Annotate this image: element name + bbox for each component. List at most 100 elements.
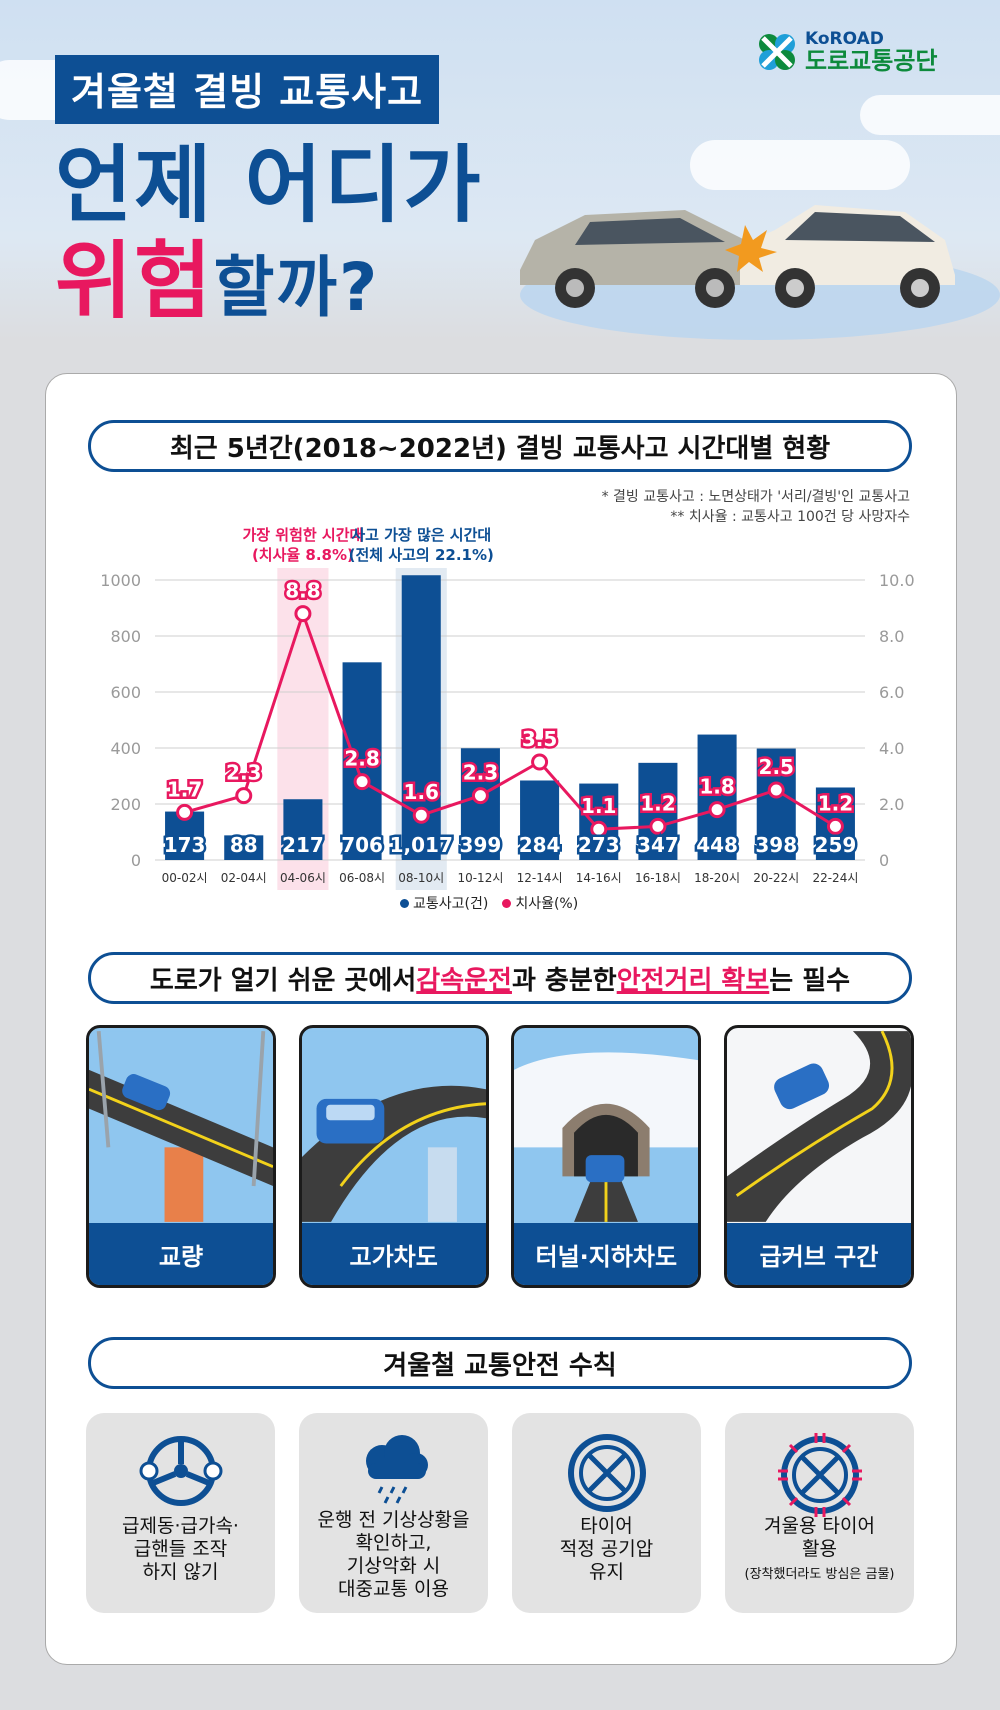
fatality-point xyxy=(826,817,844,835)
fatality-label: 1.2 xyxy=(640,791,675,815)
tile-bridge: 교량 xyxy=(86,1025,276,1288)
bar xyxy=(224,835,264,860)
page-title-line2: 위험할까? xyxy=(55,214,379,335)
section-heading-chart: 최근 5년간(2018~2022년) 결빙 교통사고 시간대별 현황 xyxy=(88,420,912,472)
fatality-label: 3.5 xyxy=(522,727,557,751)
x-tick: 04-06시 xyxy=(280,871,326,885)
logo-english: KoROAD xyxy=(805,29,884,49)
bar xyxy=(756,748,796,860)
fatality-label: 1.2 xyxy=(818,791,853,815)
bar xyxy=(638,762,678,860)
fatality-label: 2.3 xyxy=(226,761,261,785)
x-tick: 08-10시 xyxy=(398,871,444,885)
fatality-point xyxy=(531,753,549,771)
y-tick-left: 1000 xyxy=(100,571,141,590)
heading-text: 는 필수 xyxy=(769,965,851,996)
x-tick: 10-12시 xyxy=(457,871,503,885)
title-suffix: 할까? xyxy=(213,249,380,326)
hero-banner: 겨울철 결빙 교통사고 언제 어디가 위험할까? KoROAD 도로교통공단 xyxy=(0,0,1000,340)
section-heading-places: 도로가 얼기 쉬운 곳에서 감속운전 과 충분한 안전거리 확보 는 필수 xyxy=(88,952,912,1004)
bar-value-label: 273 xyxy=(578,833,620,857)
x-tick: 00-02시 xyxy=(162,871,208,885)
rule-line: 활용 xyxy=(802,1538,837,1560)
kicker-label: 겨울철 결빙 교통사고 xyxy=(55,55,440,124)
fatality-line xyxy=(184,608,837,831)
tile-overpass: 고가차도 xyxy=(298,1025,489,1288)
koroad-logo: KoROAD 도로교통공단 xyxy=(755,30,937,74)
fatality-label: 8.8 xyxy=(285,579,320,603)
rule-line: 겨울용 타이어 xyxy=(764,1515,875,1537)
tire-icon xyxy=(567,1434,646,1512)
bar-value-label: 347 xyxy=(637,833,679,857)
bar-value-label: 398 xyxy=(755,833,797,857)
y-tick-right: 6.0 xyxy=(879,683,904,702)
bar xyxy=(520,780,560,860)
cloud xyxy=(860,95,1000,135)
footnote-2: ** 치사율 : 교통사고 100건 당 사망자수 xyxy=(670,509,910,525)
bar-value-label: 173 xyxy=(164,833,206,857)
rule-line: 적정 공기압 xyxy=(559,1538,654,1560)
legend-label: 교통사고(건) xyxy=(413,896,489,912)
x-tick: 14-16시 xyxy=(576,871,622,885)
heading-emphasis: 감속운전 xyxy=(416,965,512,996)
rule-line: 운행 전 기상상황을 xyxy=(317,1509,470,1531)
bar-value-label: 259 xyxy=(815,833,857,857)
curve-illustration xyxy=(726,1030,911,1222)
y-tick-right: 2.0 xyxy=(879,795,904,814)
tile-tunnel: 터널·지하차도 xyxy=(511,1025,702,1288)
y-tick-right: 8.0 xyxy=(879,627,904,646)
fatality-point xyxy=(767,781,785,799)
y-tick-left: 800 xyxy=(110,627,141,646)
snow-tire-icon xyxy=(777,1433,862,1517)
bar-value-label: 399 xyxy=(460,833,502,857)
bar-value-label: 217 xyxy=(282,833,324,857)
koroad-logo-icon xyxy=(759,34,795,70)
tile-label: 터널·지하차도 xyxy=(514,1223,699,1285)
rule-line: 대중교통 이용 xyxy=(338,1578,449,1600)
legend-item-accidents: 교통사고(건) xyxy=(400,893,488,913)
rule-card: 겨울용 타이어 활용 (장착했더라도 방심은 금물) xyxy=(725,1413,914,1613)
fatality-label: 2.8 xyxy=(344,747,379,771)
fatality-point xyxy=(590,820,608,838)
x-tick: 06-08시 xyxy=(339,871,385,885)
x-tick: 18-20시 xyxy=(694,871,740,885)
legend-swatch xyxy=(502,899,512,908)
tile-label: 교량 xyxy=(89,1223,273,1285)
tile-sharp-curve: 급커브 구간 xyxy=(723,1025,914,1288)
bar xyxy=(697,734,737,860)
steering-wheel-icon xyxy=(139,1436,222,1506)
footnote-1: * 결빙 교통사고 : 노면상태가 '서리/결빙'인 교통사고 xyxy=(601,489,910,505)
tunnel-illustration xyxy=(514,1031,699,1222)
rule-card: 운행 전 기상상황을 확인하고, 기상악화 시 대중교통 이용 xyxy=(299,1413,488,1613)
fatality-label: 1.6 xyxy=(404,780,439,804)
section-heading-rules: 겨울철 교통안전 수칙 xyxy=(88,1337,912,1389)
x-tick: 20-22시 xyxy=(753,871,799,885)
y-tick-left: 400 xyxy=(110,739,141,758)
fatality-point xyxy=(471,787,489,805)
rule-line: 기상악화 시 xyxy=(346,1555,441,1577)
fatality-point xyxy=(353,773,371,791)
rule-line: 급제동·급가속· xyxy=(122,1515,239,1537)
heading-emphasis: 안전거리 확보 xyxy=(616,965,770,996)
fatality-label: 2.5 xyxy=(759,755,794,779)
rule-line: 확인하고, xyxy=(355,1532,432,1554)
fatality-point xyxy=(294,605,312,623)
logo-korean: 도로교통공단 xyxy=(805,47,938,75)
fatality-point xyxy=(235,787,253,805)
fatality-point xyxy=(412,806,430,824)
fatality-label: 1.7 xyxy=(167,777,202,801)
rule-line: 타이어 xyxy=(580,1515,633,1537)
danger-zone-tiles: 교량 고가차도 터널·지하차도 급커브 구 xyxy=(86,1025,914,1288)
x-tick: 22-24시 xyxy=(812,871,858,885)
bar xyxy=(283,799,323,860)
cloud xyxy=(690,140,910,190)
y-tick-left: 0 xyxy=(131,851,141,870)
rule-card: 타이어 적정 공기압 유지 xyxy=(512,1413,701,1613)
y-tick-left: 200 xyxy=(110,795,141,814)
snow-cloud-icon xyxy=(365,1435,428,1504)
bar-value-label: 88 xyxy=(230,833,258,857)
bar xyxy=(460,748,500,860)
heading-text: 도로가 얼기 쉬운 곳에서 xyxy=(149,965,417,996)
bar xyxy=(342,662,382,860)
fatality-label: 2.3 xyxy=(463,761,498,785)
